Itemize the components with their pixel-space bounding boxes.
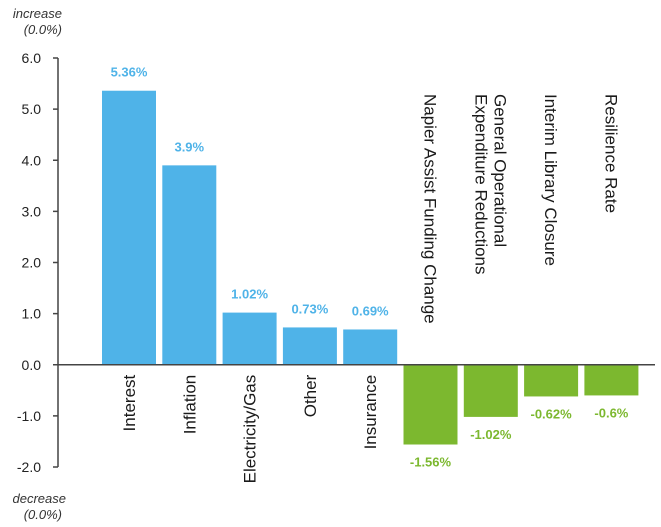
category-label: Other (301, 374, 320, 417)
category-label: Napier Assist Funding Change (421, 94, 440, 324)
value-label: 3.9% (174, 139, 204, 154)
bar-3 (222, 312, 277, 365)
category-label: Electricity/Gas (241, 375, 260, 484)
y-axis: 6.0 5.0 4.0 3.0 2.0 1.0 0.0 -1.0 -2.0 (17, 50, 59, 475)
value-label: 1.02% (231, 287, 268, 302)
decrease-label: decrease (13, 491, 66, 506)
value-label: -1.56% (410, 455, 452, 470)
y-tick-label: 2.0 (22, 255, 42, 271)
svg-text:Other: Other (301, 374, 320, 417)
bar-8 (524, 364, 579, 397)
y-tick-label: 5.0 (22, 101, 42, 117)
y-tick-label: 4.0 (22, 152, 42, 168)
increase-sublabel: (0.0%) (24, 22, 62, 37)
svg-text:Interest: Interest (120, 374, 139, 431)
value-labels: 5.36% 3.9% 1.02% 0.73% 0.69% -1.56% -1.02% -0.6… (111, 65, 629, 470)
category-label: Inflation (180, 375, 199, 435)
bar-2 (162, 165, 217, 365)
svg-text:Electricity/Gas: Electricity/Gas (241, 375, 260, 484)
svg-text:Expenditure Reductions: Expenditure Reductions (471, 94, 490, 275)
bar-9 (584, 364, 639, 396)
svg-text:Inflation: Inflation (180, 375, 199, 435)
value-label: -1.02% (470, 427, 512, 442)
y-tick-label: 0.0 (22, 357, 42, 373)
svg-text:General Operational: General Operational (490, 94, 509, 247)
increase-label: increase (13, 6, 62, 21)
bar-4 (282, 327, 337, 365)
category-labels: Interest Inflation Electricity/Gas Other Ins… (120, 94, 620, 483)
category-label: Interest (120, 374, 139, 431)
bar-7 (463, 364, 518, 417)
value-label: -0.6% (594, 405, 628, 420)
y-tick-label: 1.0 (22, 306, 42, 322)
value-label: -0.62% (530, 406, 572, 421)
bar-1 (102, 90, 156, 365)
category-label: Insurance (361, 375, 380, 450)
value-label: 0.73% (291, 301, 328, 316)
bar-5 (343, 329, 398, 365)
axis-notes: increase (0.0%) decrease (0.0%) (13, 6, 66, 522)
value-label: 0.69% (352, 303, 389, 318)
y-tick-label: 3.0 (22, 203, 42, 219)
category-label: Interim Library Closure (541, 94, 560, 266)
value-label: 5.36% (111, 65, 148, 80)
svg-text:Napier Assist Funding Change: Napier Assist Funding Change (421, 94, 440, 324)
svg-text:Resilience Rate: Resilience Rate (601, 94, 620, 213)
svg-text:Insurance: Insurance (361, 375, 380, 450)
category-label: Resilience Rate (601, 94, 620, 213)
y-tick-label: -2.0 (17, 459, 41, 475)
y-tick-label: -1.0 (17, 408, 41, 424)
bar-6 (403, 364, 458, 445)
decrease-sublabel: (0.0%) (24, 507, 62, 522)
bars (102, 90, 639, 445)
y-tick-label: 6.0 (22, 50, 42, 66)
svg-text:Interim Library Closure: Interim Library Closure (541, 94, 560, 266)
